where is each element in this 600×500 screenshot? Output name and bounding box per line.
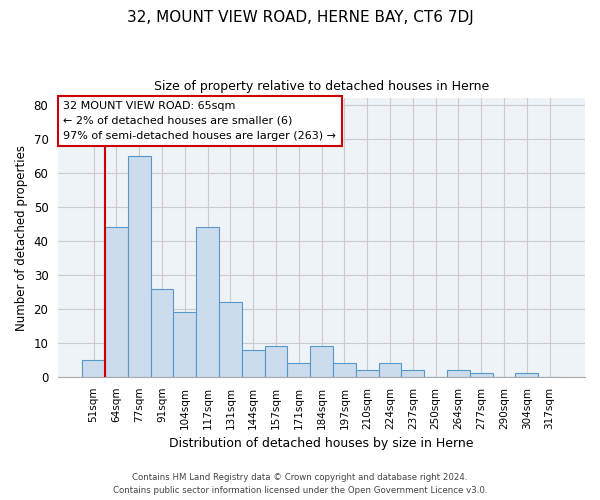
Text: Contains HM Land Registry data © Crown copyright and database right 2024.
Contai: Contains HM Land Registry data © Crown c… (113, 474, 487, 495)
Bar (287, 363, 310, 377)
X-axis label: Distribution of detached houses by size in Herne: Distribution of detached houses by size … (169, 437, 474, 450)
Bar (356, 370, 379, 377)
Bar (333, 363, 356, 377)
Bar (401, 370, 424, 377)
Bar (310, 346, 333, 377)
Bar (151, 288, 173, 377)
Bar (265, 346, 287, 377)
Bar (196, 228, 219, 377)
Y-axis label: Number of detached properties: Number of detached properties (15, 144, 28, 330)
Bar (447, 370, 470, 377)
Text: 32, MOUNT VIEW ROAD, HERNE BAY, CT6 7DJ: 32, MOUNT VIEW ROAD, HERNE BAY, CT6 7DJ (127, 10, 473, 25)
Bar (515, 374, 538, 377)
Title: Size of property relative to detached houses in Herne: Size of property relative to detached ho… (154, 80, 489, 93)
Bar (379, 363, 401, 377)
Bar (105, 228, 128, 377)
Bar (470, 374, 493, 377)
Text: 32 MOUNT VIEW ROAD: 65sqm
← 2% of detached houses are smaller (6)
97% of semi-de: 32 MOUNT VIEW ROAD: 65sqm ← 2% of detach… (64, 101, 337, 140)
Bar (242, 350, 265, 377)
Bar (219, 302, 242, 377)
Bar (173, 312, 196, 377)
Bar (82, 360, 105, 377)
Bar (128, 156, 151, 377)
